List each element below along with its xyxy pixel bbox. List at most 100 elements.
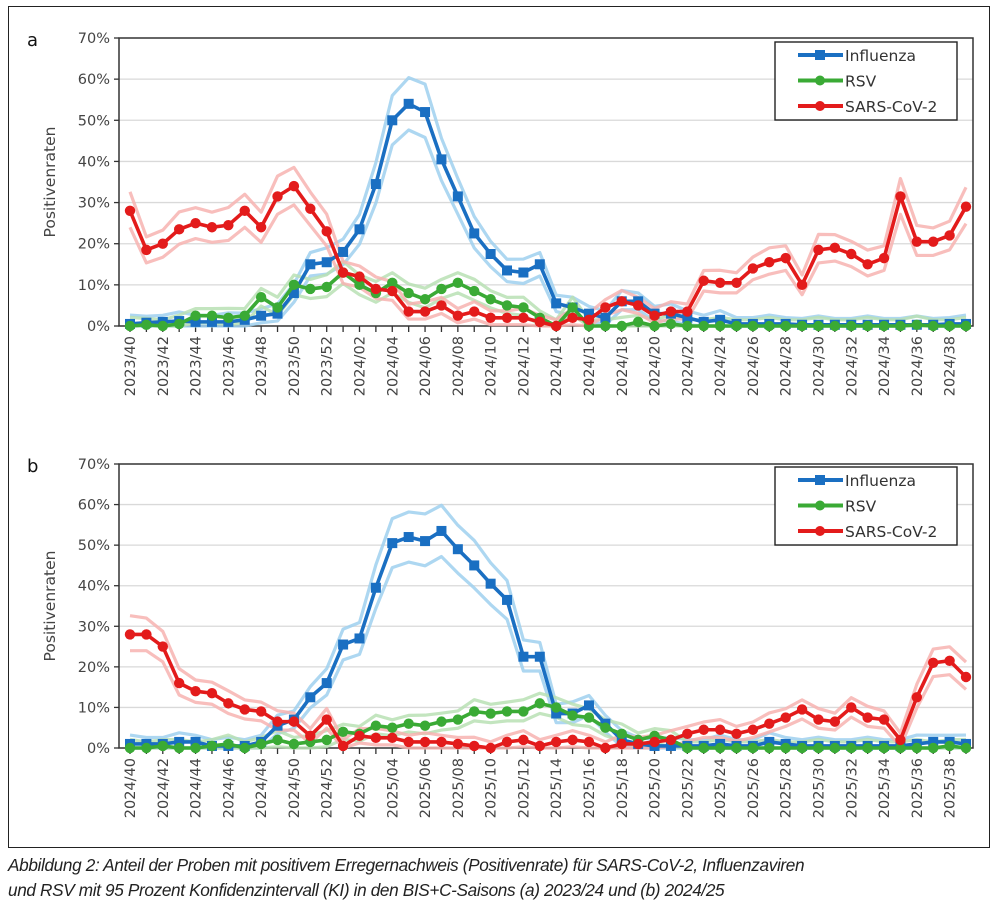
data-point-rsv bbox=[944, 320, 955, 332]
chart-a: a 0% 10% 20% 30% 40% 50% 60% 70% Positivenraten 20… bbox=[27, 30, 974, 396]
data-point-sars-cov-2 bbox=[895, 734, 906, 746]
data-point-influenza bbox=[928, 736, 939, 747]
data-point-rsv bbox=[895, 742, 906, 754]
x-tick-label: 2024/44 bbox=[189, 758, 205, 818]
data-point-influenza bbox=[583, 308, 594, 319]
x-tick-label: 2025/36 bbox=[910, 758, 926, 818]
data-point-rsv bbox=[288, 279, 300, 291]
data-point-rsv bbox=[714, 320, 726, 332]
data-point-influenza bbox=[420, 107, 431, 118]
data-point-sars-cov-2 bbox=[173, 224, 185, 235]
data-point-sars-cov-2 bbox=[305, 203, 316, 214]
y-tick-label: 70% bbox=[78, 457, 110, 473]
x-tick-label: 2024/24 bbox=[713, 336, 729, 396]
data-point-sars-cov-2 bbox=[190, 217, 201, 229]
data-point-sars-cov-2 bbox=[141, 244, 152, 256]
x-tick-label: 2025/14 bbox=[549, 758, 565, 818]
data-point-rsv bbox=[698, 320, 709, 332]
data-point-rsv bbox=[239, 742, 250, 754]
data-point-rsv bbox=[567, 710, 578, 721]
data-point-sars-cov-2 bbox=[206, 222, 218, 233]
series-line-sars-cov-2 bbox=[128, 184, 968, 328]
data-point-sars-cov-2 bbox=[255, 706, 267, 717]
y-tick-label: 0% bbox=[87, 741, 110, 757]
data-point-rsv bbox=[518, 302, 529, 313]
data-point-rsv bbox=[403, 718, 414, 729]
data-point-rsv bbox=[223, 738, 234, 750]
x-tick-label: 2023/50 bbox=[287, 336, 303, 396]
data-point-rsv bbox=[485, 294, 496, 305]
data-point-rsv bbox=[813, 320, 824, 332]
data-point-rsv bbox=[796, 320, 808, 332]
data-point-sars-cov-2 bbox=[288, 716, 300, 727]
data-point-rsv bbox=[501, 706, 513, 717]
data-point-rsv bbox=[846, 320, 857, 332]
data-point-sars-cov-2 bbox=[682, 728, 693, 739]
data-point-sars-cov-2 bbox=[731, 728, 742, 739]
data-point-sars-cov-2 bbox=[419, 736, 431, 748]
x-tick-label: 2024/26 bbox=[746, 336, 762, 396]
data-point-influenza bbox=[354, 633, 365, 644]
y-tick-label: 60% bbox=[78, 72, 110, 88]
data-point-influenza bbox=[370, 582, 381, 593]
data-point-sars-cov-2 bbox=[239, 704, 250, 715]
x-tick-label: 2023/52 bbox=[320, 336, 336, 396]
x-tick-label: 2024/36 bbox=[910, 336, 926, 396]
data-point-rsv bbox=[534, 698, 546, 709]
data-point-influenza bbox=[534, 651, 545, 662]
data-point-sars-cov-2 bbox=[452, 310, 464, 321]
data-point-rsv bbox=[436, 716, 447, 727]
data-point-sars-cov-2 bbox=[550, 320, 562, 332]
data-point-influenza bbox=[469, 228, 480, 239]
data-point-rsv bbox=[829, 320, 841, 332]
data-point-sars-cov-2 bbox=[387, 285, 398, 297]
ci-upper-sars-cov-2 bbox=[129, 614, 968, 744]
x-tick-label: 2024/42 bbox=[156, 758, 172, 818]
data-point-rsv bbox=[829, 742, 841, 754]
data-point-influenza bbox=[403, 532, 414, 543]
data-point-sars-cov-2 bbox=[567, 312, 578, 323]
data-point-sars-cov-2 bbox=[813, 714, 824, 725]
data-point-influenza bbox=[436, 525, 447, 536]
data-point-sars-cov-2 bbox=[714, 724, 726, 735]
data-point-sars-cov-2 bbox=[370, 283, 382, 295]
data-point-rsv bbox=[567, 302, 578, 313]
x-tick-label: 2024/46 bbox=[221, 758, 237, 818]
data-point-sars-cov-2 bbox=[223, 698, 234, 709]
data-point-rsv bbox=[550, 702, 562, 713]
data-point-sars-cov-2 bbox=[846, 248, 857, 260]
x-tick-label: 2024/40 bbox=[123, 758, 139, 818]
x-tick-label: 2024/30 bbox=[811, 336, 827, 396]
caption-line-2: und RSV mit 95 Prozent Konfidenzinterval… bbox=[8, 880, 725, 900]
data-point-influenza bbox=[305, 692, 316, 703]
data-point-influenza bbox=[272, 308, 283, 319]
x-tick-label: 2025/20 bbox=[648, 758, 664, 818]
legend-marker-influenza bbox=[815, 475, 825, 485]
data-point-rsv bbox=[698, 742, 709, 754]
data-point-sars-cov-2 bbox=[518, 312, 529, 323]
data-point-rsv bbox=[895, 320, 906, 332]
data-point-influenza bbox=[469, 560, 480, 571]
data-point-rsv bbox=[616, 320, 627, 332]
x-tick-label: 2025/06 bbox=[418, 758, 434, 818]
series-line-rsv bbox=[129, 270, 966, 328]
data-point-rsv bbox=[124, 320, 136, 332]
data-point-rsv bbox=[960, 320, 972, 332]
data-point-sars-cov-2 bbox=[403, 306, 414, 317]
data-point-rsv bbox=[124, 742, 136, 754]
data-point-sars-cov-2 bbox=[928, 236, 939, 247]
data-point-rsv bbox=[600, 320, 611, 332]
data-point-influenza bbox=[534, 259, 545, 270]
x-tick-label: 2024/18 bbox=[615, 336, 631, 396]
x-tick-label: 2025/30 bbox=[811, 758, 827, 818]
data-point-influenza bbox=[305, 259, 316, 270]
y-tick-label: 0% bbox=[87, 319, 110, 335]
data-point-rsv bbox=[813, 742, 824, 754]
data-point-rsv bbox=[305, 283, 316, 295]
data-point-sars-cov-2 bbox=[796, 279, 808, 291]
data-point-sars-cov-2 bbox=[157, 238, 168, 249]
data-point-influenza bbox=[485, 578, 496, 589]
data-point-rsv bbox=[469, 706, 480, 717]
x-tick-label: 2024/52 bbox=[320, 758, 336, 818]
data-point-sars-cov-2 bbox=[862, 712, 873, 723]
